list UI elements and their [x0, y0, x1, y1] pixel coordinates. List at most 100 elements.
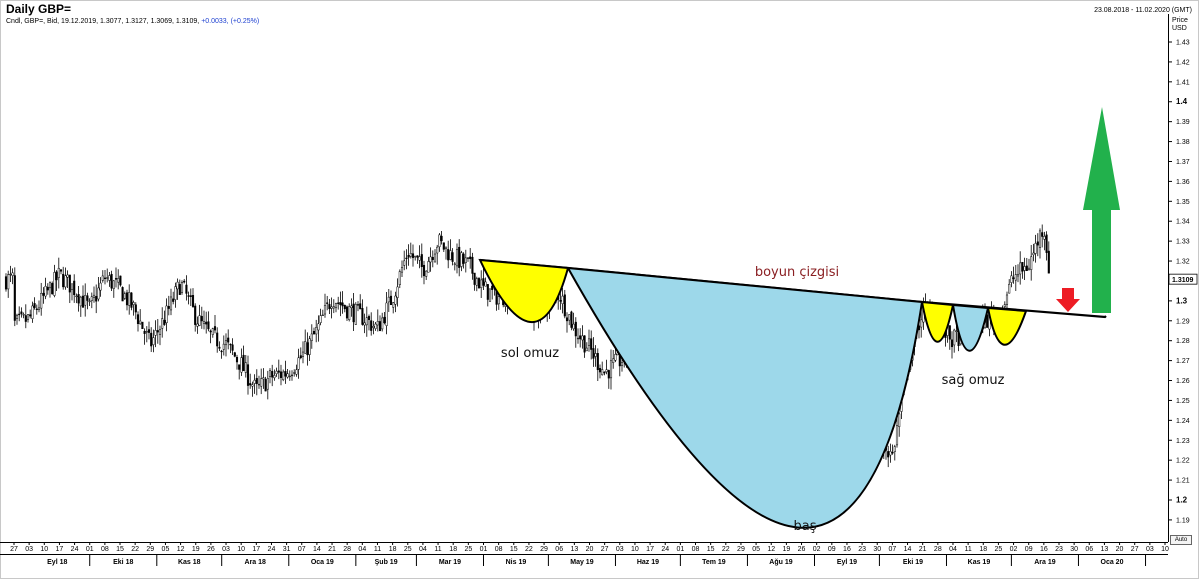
- price-tick-label: 1.3: [1176, 296, 1188, 305]
- candle-body: [114, 278, 118, 280]
- candle-body: [229, 343, 232, 346]
- down-arrow: [1056, 288, 1080, 312]
- candle-body: [559, 300, 562, 302]
- candle-body: [572, 323, 575, 330]
- candle-body: [293, 372, 296, 374]
- candle-body: [590, 338, 593, 350]
- candle-body: [614, 354, 617, 361]
- right-shoulder-fill-2: [951, 303, 990, 352]
- candle-body: [607, 370, 610, 379]
- candle-body: [354, 304, 357, 325]
- candle-body: [213, 326, 217, 331]
- day-tick-label: 11: [374, 546, 381, 553]
- candle-body: [152, 337, 155, 345]
- candle-body: [392, 302, 395, 308]
- candle-body: [321, 314, 324, 316]
- price-tick-label: 1.42: [1176, 59, 1190, 66]
- candle-body: [422, 264, 426, 277]
- candle-body: [209, 330, 212, 333]
- price-tick-label: 1.36: [1176, 179, 1190, 186]
- candle-body: [345, 306, 349, 319]
- candle-body: [1003, 304, 1006, 307]
- candle-body: [429, 256, 432, 263]
- candle-body: [240, 357, 243, 373]
- candle-body: [1036, 241, 1039, 246]
- candle-body: [561, 295, 564, 305]
- candle-body: [365, 317, 368, 326]
- candle-body: [436, 246, 439, 254]
- candle-body: [24, 315, 27, 322]
- candle-body: [297, 357, 300, 370]
- candle-body: [466, 257, 470, 259]
- candle-body: [1041, 232, 1044, 237]
- candle-body: [97, 287, 100, 300]
- candle-body: [374, 323, 377, 329]
- candle-body: [378, 321, 382, 332]
- price-tick-label: 1.38: [1176, 139, 1190, 146]
- candle-body: [1027, 267, 1031, 270]
- candle-body: [271, 371, 274, 378]
- candle-body: [198, 315, 201, 326]
- candle-body: [178, 284, 181, 295]
- candle-body: [154, 330, 157, 336]
- price-tick-label: 1.2: [1176, 496, 1188, 505]
- candle-body: [438, 234, 441, 248]
- candle-body: [211, 328, 214, 335]
- auto-scale-button[interactable]: Auto: [1170, 535, 1192, 545]
- price-tick-label: 1.27: [1176, 358, 1190, 365]
- day-tick-label: 19: [192, 546, 200, 553]
- candle-body: [451, 252, 454, 262]
- day-tick-label: 05: [752, 546, 760, 553]
- day-tick-label: 25: [995, 546, 1003, 553]
- price-tick-label: 1.24: [1176, 418, 1190, 425]
- candle-body: [174, 286, 177, 300]
- candle-body: [464, 257, 467, 263]
- candle-body: [191, 295, 195, 307]
- candle-body: [244, 362, 247, 373]
- candle-body: [1025, 265, 1028, 271]
- candle-body: [348, 306, 351, 320]
- day-tick-label: 21: [919, 546, 927, 553]
- candle-body: [9, 273, 12, 276]
- day-tick-label: 11: [964, 546, 971, 553]
- head-fill: [566, 266, 924, 529]
- candle-body: [920, 319, 923, 328]
- candle-body: [411, 253, 415, 258]
- price-tick-label: 1.19: [1176, 517, 1190, 524]
- candle-body: [576, 337, 580, 340]
- price-tick-label: 1.34: [1176, 219, 1190, 226]
- candle-body: [125, 292, 129, 306]
- month-label: Eyl 19: [837, 559, 857, 566]
- candle-body: [44, 285, 47, 297]
- day-tick-label: 20: [1116, 546, 1124, 553]
- candle-body: [953, 329, 956, 346]
- day-tick-label: 04: [358, 546, 366, 553]
- chart-title: Daily GBP=: [6, 2, 72, 16]
- candle-body: [1047, 250, 1050, 274]
- day-tick-label: 06: [1085, 546, 1093, 553]
- candle-body: [231, 344, 234, 351]
- candle-body: [471, 256, 474, 274]
- candle-body: [477, 278, 481, 289]
- date-range: 23.08.2018 - 11.02.2020 (GMT): [1094, 7, 1192, 14]
- price-tick-label: 1.23: [1176, 438, 1190, 445]
- candle-body: [33, 303, 36, 308]
- pattern-overlays: [478, 107, 1120, 529]
- month-label: Ara 19: [1034, 559, 1056, 566]
- day-tick-label: 03: [616, 546, 624, 553]
- price-tick-label: 1.32: [1176, 259, 1190, 266]
- candle-body: [110, 273, 113, 289]
- candle-body: [99, 282, 102, 291]
- candle-body: [601, 369, 604, 376]
- candle-body: [449, 250, 452, 260]
- chart-subtitle: Cndl, GBP=, Bid, 19.12.2019, 1.3077, 1.3…: [6, 18, 259, 25]
- candle-body: [268, 370, 272, 377]
- candle-body: [183, 280, 186, 283]
- candle-body: [1038, 230, 1042, 248]
- candle-body: [1023, 266, 1026, 271]
- candle-body: [253, 379, 256, 384]
- day-tick-label: 15: [510, 546, 518, 553]
- day-tick-label: 20: [586, 546, 594, 553]
- candle-body: [51, 283, 54, 295]
